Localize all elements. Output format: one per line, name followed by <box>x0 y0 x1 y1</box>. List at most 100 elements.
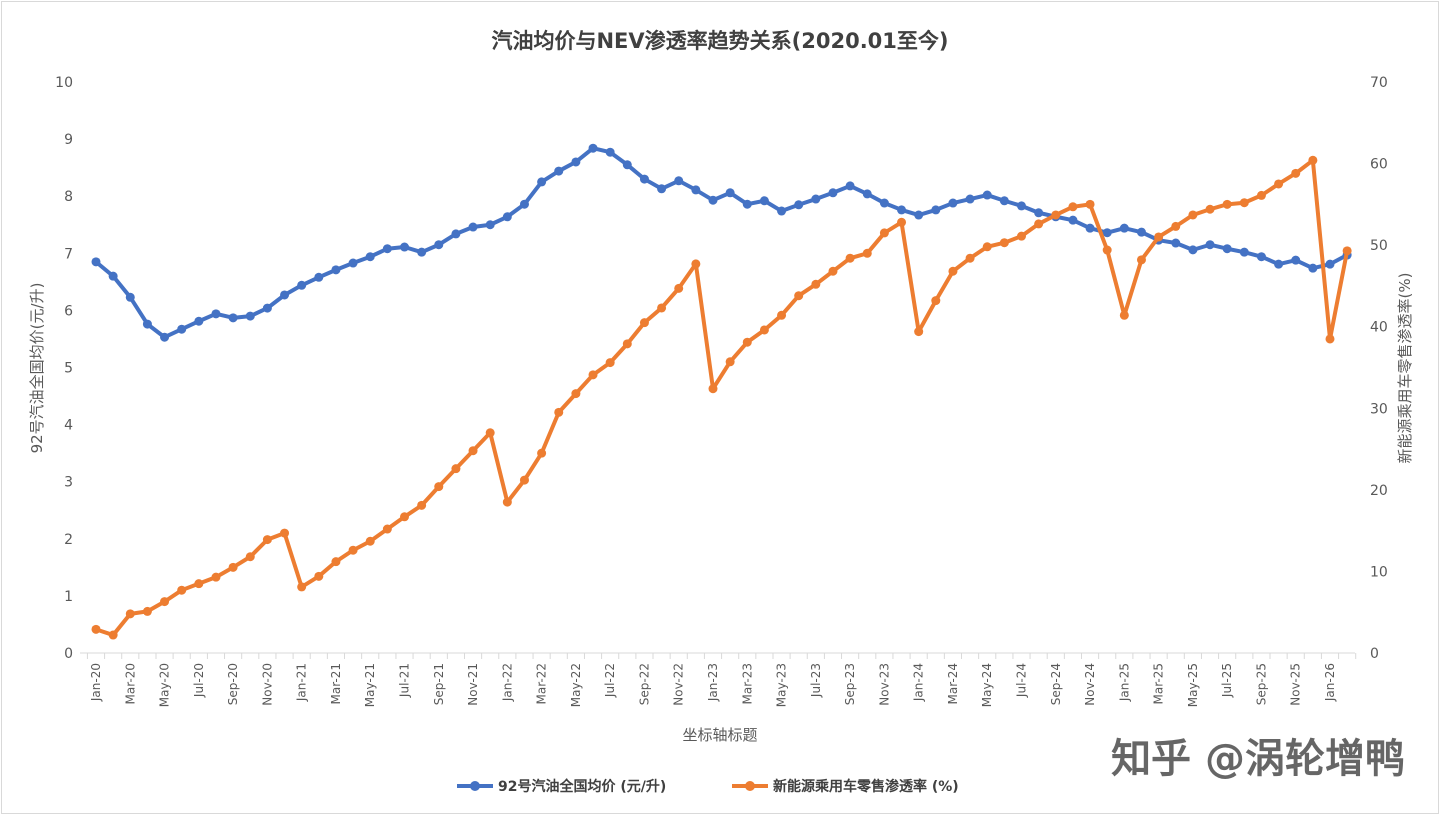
x-tick-label: Sep-24 <box>1049 663 1063 705</box>
data-point-gasoline <box>91 257 101 267</box>
data-point-gasoline <box>1274 259 1284 269</box>
x-tick-label: May-21 <box>363 663 377 707</box>
data-point-gasoline <box>365 252 375 262</box>
y-tick-label: 9 <box>64 132 73 148</box>
data-point-gasoline <box>177 324 187 334</box>
data-point-nev <box>1051 210 1061 220</box>
data-point-nev <box>862 248 872 258</box>
y-tick-label: 2 <box>64 532 73 548</box>
data-point-nev <box>931 296 941 306</box>
y-tick-label: 10 <box>55 75 73 91</box>
data-point-gasoline <box>262 303 272 313</box>
data-point-gasoline <box>931 205 941 215</box>
data-point-nev <box>228 562 238 572</box>
y2-tick-label: 20 <box>1370 483 1388 499</box>
data-point-nev <box>605 358 615 368</box>
watermark: 知乎 @涡轮增鸭 <box>1111 736 1405 782</box>
x-tick-label: Jul-23 <box>809 663 823 698</box>
data-point-nev <box>537 448 547 458</box>
x-tick-label: Jan-26 <box>1323 663 1337 702</box>
x-tick-label: May-23 <box>775 663 789 707</box>
x-tick-label: Nov-21 <box>466 663 480 706</box>
data-point-nev <box>382 524 392 534</box>
data-point-nev <box>297 582 307 592</box>
data-point-gasoline <box>1188 245 1198 255</box>
data-point-nev <box>245 552 255 562</box>
data-point-nev <box>657 303 667 313</box>
data-point-nev <box>588 370 598 380</box>
data-point-gasoline <box>1291 255 1301 265</box>
data-point-nev <box>502 497 512 507</box>
legend-item-gasoline: 92号汽油全国均价 (元/升) <box>457 778 666 795</box>
data-point-nev <box>759 325 769 335</box>
data-point-nev <box>1325 334 1335 344</box>
x-tick-label: Sep-22 <box>637 663 651 705</box>
legend-marker-gasoline <box>470 781 480 791</box>
data-point-gasoline <box>417 247 427 257</box>
data-point-gasoline <box>142 319 152 329</box>
data-point-gasoline <box>1136 227 1146 237</box>
y-tick-label: 7 <box>64 246 73 262</box>
data-point-nev <box>1342 246 1352 256</box>
legend-marker-nev <box>745 781 755 791</box>
data-point-gasoline <box>1308 263 1318 273</box>
x-tick-label: Nov-22 <box>672 663 686 706</box>
x-axis-title: 坐标轴标题 <box>682 726 757 744</box>
data-point-gasoline <box>382 244 392 254</box>
data-point-nev <box>211 572 221 582</box>
data-point-gasoline <box>434 240 444 250</box>
data-point-gasoline <box>1034 208 1044 218</box>
data-point-nev <box>1085 199 1095 209</box>
legend: 92号汽油全国均价 (元/升) 新能源乘用车零售渗透率 (%) <box>457 778 959 795</box>
data-point-nev <box>828 266 838 276</box>
data-point-gasoline <box>537 177 547 187</box>
data-point-gasoline <box>828 188 838 198</box>
data-point-gasoline <box>451 229 461 239</box>
y-tick-label: 8 <box>64 189 73 205</box>
data-point-nev <box>914 327 924 337</box>
data-point-nev <box>897 217 907 227</box>
data-point-gasoline <box>725 188 735 198</box>
data-point-nev <box>1308 155 1318 165</box>
data-point-gasoline <box>228 313 238 323</box>
data-point-nev <box>280 528 290 538</box>
x-tick-label: Sep-23 <box>843 663 857 705</box>
data-point-gasoline <box>657 184 667 194</box>
x-tick-label: Jul-21 <box>398 663 412 698</box>
y2-tick-label: 70 <box>1370 75 1388 91</box>
x-tick-label: Mar-21 <box>329 663 343 704</box>
x-tick-label: Jul-22 <box>603 663 617 698</box>
data-point-gasoline <box>742 199 752 209</box>
data-point-nev <box>691 259 701 269</box>
data-point-gasoline <box>468 222 478 232</box>
data-point-gasoline <box>108 271 118 281</box>
data-point-gasoline <box>759 196 769 206</box>
x-tick-label: Jan-21 <box>295 663 309 702</box>
data-point-gasoline <box>211 309 221 319</box>
x-tick-label: Nov-20 <box>260 663 274 706</box>
y2-tick-label: 50 <box>1370 238 1388 254</box>
data-point-nev <box>554 407 564 417</box>
x-tick-label: Jul-20 <box>192 663 206 698</box>
data-point-gasoline <box>314 272 324 282</box>
x-tick-label: Sep-21 <box>432 663 446 705</box>
legend-label-gasoline: 92号汽油全国均价 (元/升) <box>498 778 666 795</box>
data-point-gasoline <box>1239 247 1249 257</box>
x-tick-label: Nov-25 <box>1289 663 1303 706</box>
data-point-gasoline <box>999 196 1009 206</box>
data-point-nev <box>451 464 461 474</box>
data-point-gasoline <box>1102 228 1112 238</box>
data-point-nev <box>331 557 341 567</box>
data-point-gasoline <box>400 242 409 252</box>
data-point-gasoline <box>622 160 632 170</box>
data-point-gasoline <box>948 198 958 208</box>
x-tick-label: Jan-22 <box>500 663 514 702</box>
data-point-nev <box>262 535 272 545</box>
data-point-gasoline <box>965 194 975 204</box>
data-point-nev <box>811 279 821 289</box>
x-tick-label: Sep-20 <box>226 663 240 705</box>
data-point-nev <box>177 585 187 595</box>
data-point-gasoline <box>674 176 684 186</box>
x-tick-label: May-20 <box>158 663 172 707</box>
